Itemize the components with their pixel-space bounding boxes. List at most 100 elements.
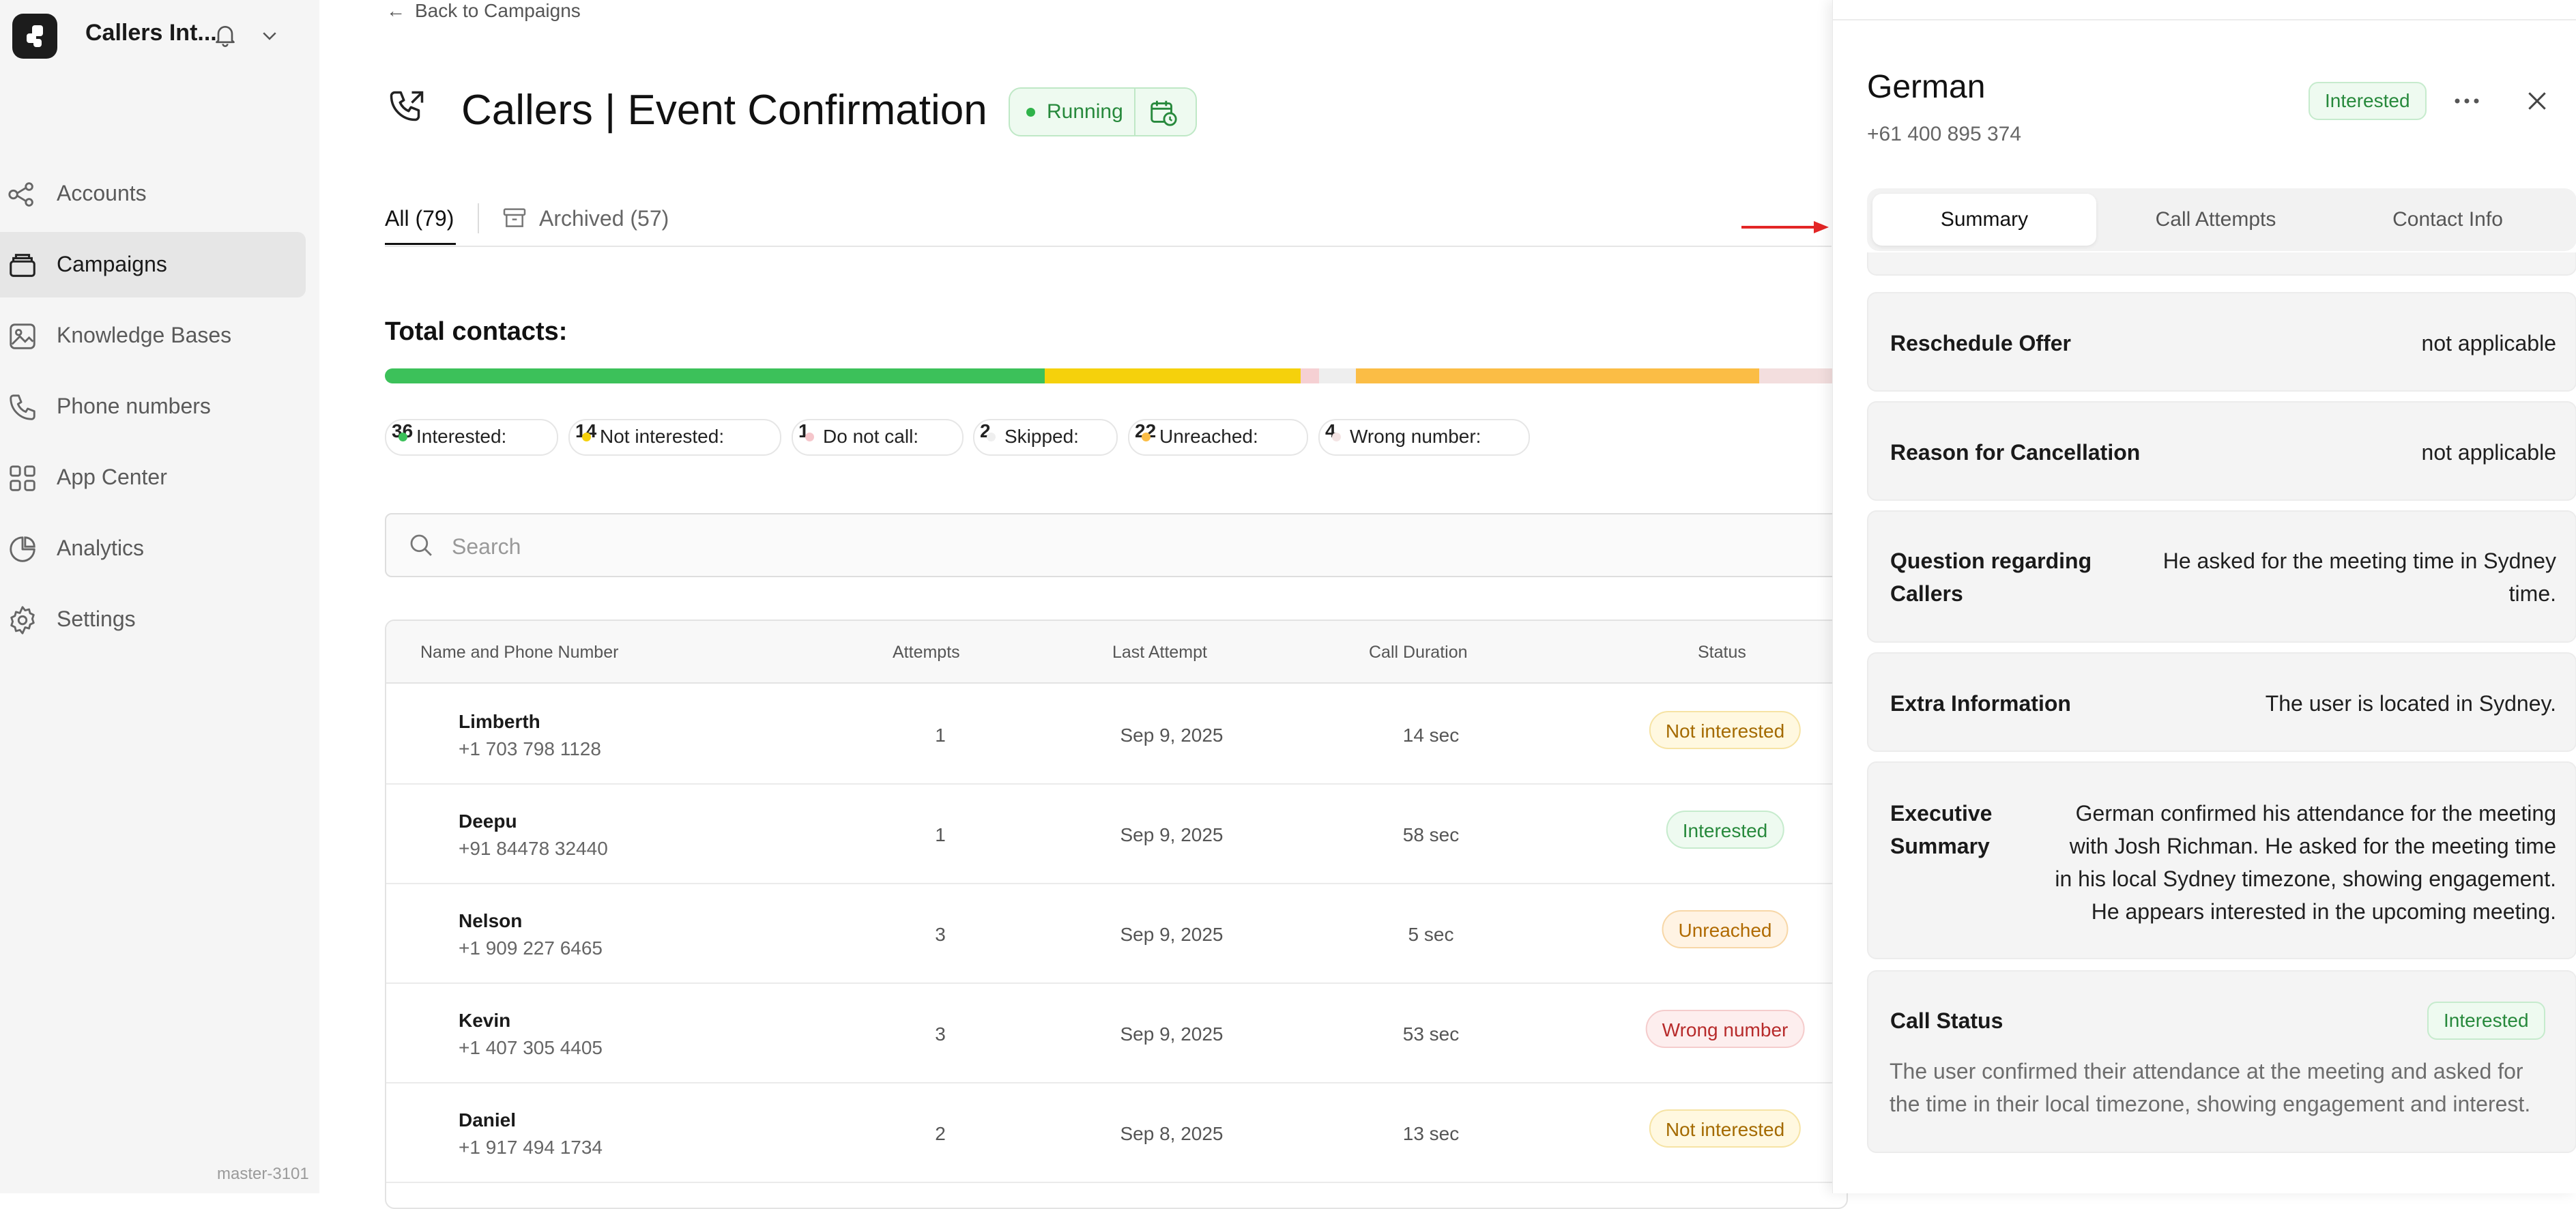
tab-summary[interactable]: Summary: [1872, 194, 2096, 246]
field-label: Question regarding Callers: [1890, 549, 2092, 606]
phone-icon: [10, 394, 35, 420]
status-badge: Wrong number: [1645, 1010, 1805, 1048]
version-label: master-3101: [217, 1165, 309, 1183]
outgoing-call-icon: [390, 91, 424, 121]
contact-name: Nelson: [459, 910, 523, 931]
field-value: The user is located in Sydney.: [2265, 691, 2556, 716]
status-badge: Unreached: [1662, 910, 1789, 948]
status-badge: Interested: [1666, 811, 1784, 849]
tab-call-attempts[interactable]: Call Attempts: [2155, 208, 2276, 231]
field-label: Executive Summary: [1890, 801, 1993, 858]
tab-all[interactable]: All (79): [385, 206, 454, 231]
table-row[interactable]: Deepu +91 84478 32440 1 Sep 9, 2025 58 sec In…: [386, 783, 1847, 884]
call-status-badge: Interested: [2427, 1002, 2545, 1040]
chevron-down-icon[interactable]: [259, 25, 280, 46]
annotation-arrow: [1741, 221, 1829, 233]
page-title: Callers | Event Confirmation: [461, 87, 987, 134]
campaign-status-badge: Running: [1009, 87, 1197, 136]
table-row[interactable]: Kevin +1 407 305 4405 3 Sep 9, 2025 53 sec Wr…: [386, 982, 1847, 1083]
bar-segment-wrong-number: [1759, 368, 1832, 383]
table-row[interactable]: Daniel +1 917 494 1734 2 Sep 8, 2025 13 sec N…: [386, 1082, 1847, 1183]
table-row[interactable]: Limberth +1 703 798 1128 1 Sep 9, 2025 14 se…: [386, 684, 1847, 785]
contact-phone: +91 84478 32440: [459, 838, 608, 859]
bell-icon[interactable]: [212, 21, 239, 48]
bar-segment-not-interested: [1044, 368, 1301, 383]
contact-name: German: [1867, 69, 1986, 105]
field-value: not applicable: [2421, 331, 2556, 355]
sidebar-item-label: Settings: [57, 607, 136, 631]
contact-name: Deepu: [459, 811, 517, 832]
sidebar: Callers Int... Accounts Campaigns Knowle…: [0, 0, 319, 1193]
sidebar-item-phone-numbers[interactable]: Phone numbers: [0, 374, 306, 439]
contact-phone: +1 917 494 1734: [459, 1137, 603, 1158]
sidebar-item-label: Accounts: [57, 181, 147, 205]
tab-archived[interactable]: Archived (57): [539, 206, 669, 231]
field-value: not applicable: [2421, 440, 2556, 465]
bar-segment-interested: [385, 368, 1045, 383]
back-label: Back to Campaigns: [415, 0, 581, 21]
contact-phone: +1 703 798 1128: [459, 738, 601, 759]
app-center-icon: [10, 465, 35, 491]
sidebar-item-label: Phone numbers: [57, 394, 211, 418]
back-to-campaigns-link[interactable]: ← Back to Campaigns: [386, 0, 581, 22]
contacts-table: Name and Phone Number Attempts Last Atte…: [385, 620, 1848, 1209]
header-call-duration: Call Duration: [1369, 643, 1468, 662]
status-text: Running: [1047, 100, 1123, 123]
status-dot: [1026, 108, 1035, 117]
search-box[interactable]: Search: [385, 513, 1848, 577]
tabs-divider: [385, 246, 1832, 247]
sidebar-item-label: Campaigns: [57, 252, 167, 276]
last-attempt-cell: Sep 9, 2025: [1120, 924, 1224, 945]
status-chip-skipped[interactable]: Skipped: 2: [973, 419, 1118, 456]
summary-card-executive-summary: Executive Summary German confirmed his a…: [1867, 761, 2576, 959]
status-chip-interested[interactable]: Interested: 36: [385, 419, 558, 456]
last-attempt-cell: Sep 9, 2025: [1120, 725, 1224, 746]
app-logo[interactable]: [12, 14, 57, 59]
bar-segment-unreached: [1355, 368, 1759, 383]
divider: [1134, 89, 1135, 135]
chip-dot: [1332, 433, 1341, 441]
status-badge: Not interested: [1649, 711, 1801, 749]
status-chip-wrong-number[interactable]: Wrong number: 4: [1318, 419, 1530, 456]
campaigns-icon: [10, 254, 35, 277]
chip-dot: [582, 433, 591, 441]
summary-card-extra-information: Extra Information The user is located in…: [1867, 652, 2576, 752]
field-value: He asked for the meeting time in Sydney …: [2162, 549, 2556, 606]
chip-dot: [805, 433, 814, 441]
sidebar-item-settings[interactable]: Settings: [0, 587, 306, 652]
table-row[interactable]: Nelson +1 909 227 6465 3 Sep 9, 2025 5 sec Un…: [386, 883, 1847, 984]
analytics-icon: [10, 536, 35, 562]
header-status: Status: [1698, 643, 1746, 662]
header-last-attempt: Last Attempt: [1112, 643, 1207, 662]
summary-card-call-status: Call Status: [1867, 970, 2576, 1153]
contact-phone: +1 909 227 6465: [459, 937, 603, 959]
sidebar-item-campaigns[interactable]: Campaigns: [0, 232, 306, 297]
status-chip-not-interested[interactable]: Not interested: 14: [568, 419, 781, 456]
contact-phone: +1 407 305 4405: [459, 1037, 603, 1058]
workspace-name[interactable]: Callers Int...: [85, 20, 217, 46]
sidebar-item-accounts[interactable]: Accounts: [0, 161, 306, 227]
active-tab-indicator: [385, 243, 456, 245]
last-attempt-cell: Sep 9, 2025: [1120, 824, 1224, 845]
sidebar-item-knowledge-bases[interactable]: Knowledge Bases: [0, 303, 306, 368]
field-label: Extra Information: [1890, 691, 2071, 716]
field-value: German confirmed his attendance for the …: [2055, 801, 2556, 924]
attempts-cell: 1: [935, 824, 946, 845]
sidebar-item-app-center[interactable]: App Center: [0, 445, 306, 510]
sidebar-item-analytics[interactable]: Analytics: [0, 516, 306, 581]
call-status-text: The user confirmed their attendance at t…: [1890, 1059, 2531, 1116]
schedule-icon[interactable]: [1148, 97, 1179, 128]
status-chip-unreached[interactable]: Unreached: 22: [1128, 419, 1308, 456]
panel-top-divider: [1833, 19, 2576, 20]
panel-tabs: Summary Call Attempts Contact Info: [1867, 188, 2576, 251]
chip-label: Skipped:: [1004, 426, 1079, 447]
status-chip-do-not-call[interactable]: Do not call: 1: [792, 419, 964, 456]
call-duration-cell: 14 sec: [1402, 725, 1460, 746]
field-label: Reason for Cancellation: [1890, 440, 2141, 465]
close-icon[interactable]: [2523, 87, 2551, 115]
more-icon[interactable]: [2452, 93, 2482, 109]
search-input[interactable]: Search: [452, 534, 521, 559]
knowledge-bases-icon: [10, 323, 35, 349]
tab-contact-info[interactable]: Contact Info: [2392, 208, 2503, 231]
tab-divider: [478, 203, 479, 233]
